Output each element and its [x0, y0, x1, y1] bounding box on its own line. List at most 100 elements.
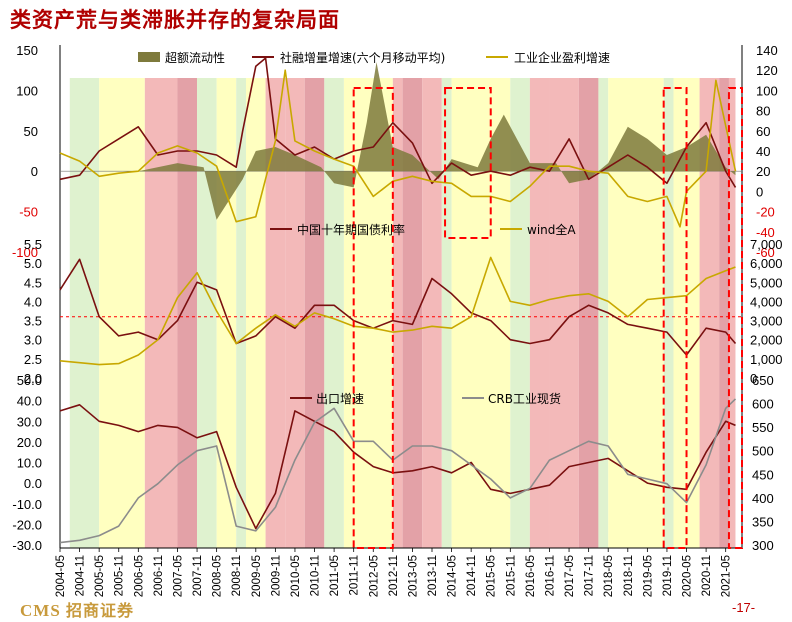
- x-tick-label: 2008-11: [231, 555, 243, 596]
- y-tick-label: 150: [16, 43, 38, 58]
- x-tick-label: 2016-05: [525, 555, 537, 597]
- y-tick-label: 50.0: [17, 373, 42, 388]
- y-tick-label: 80: [756, 104, 770, 119]
- series-export-growth: [59, 403, 736, 530]
- x-tick-label: 2013-05: [407, 555, 419, 597]
- bg-band: [598, 78, 609, 548]
- x-tick-label: 2019-05: [642, 555, 654, 597]
- bg-band: [441, 78, 452, 548]
- x-tick-label: 2016-11: [544, 555, 556, 596]
- x-tick-label: 2015-05: [486, 555, 498, 597]
- x-tick-label: 2006-05: [133, 555, 145, 597]
- x-tick-label: 2007-11: [192, 555, 204, 596]
- y-tick-label: 100: [756, 83, 778, 98]
- legend-label: 出口增速: [316, 392, 364, 406]
- y-tick-label: 1,000: [750, 352, 783, 367]
- y-tick-label: 5,000: [750, 275, 783, 290]
- bg-band: [197, 78, 217, 548]
- bg-band: [246, 78, 266, 548]
- y-tick-label: -10.0: [12, 497, 42, 512]
- x-tick-label: 2012-11: [388, 555, 400, 596]
- bg-band: [392, 78, 403, 548]
- legend-label: 超额流动性: [165, 50, 225, 65]
- y-tick-label: 0: [756, 184, 763, 199]
- y-tick-label: 3.0: [24, 333, 42, 348]
- x-tick-label: 2020-05: [682, 555, 694, 597]
- page-number: -17-: [732, 600, 756, 615]
- x-tick-label: 2005-05: [94, 555, 106, 597]
- legend-label: 中国十年期国债利率: [297, 222, 405, 237]
- y-tick-label: 7,000: [750, 237, 783, 252]
- y-tick-label: 5.0: [24, 256, 42, 271]
- x-tick-label: 2005-11: [114, 555, 126, 596]
- x-tick-label: 2011-05: [329, 555, 341, 596]
- y-tick-label: 0.0: [24, 476, 42, 491]
- y-tick-label: 6,000: [750, 256, 783, 271]
- bg-band: [699, 78, 720, 548]
- y-tick-label: 550: [752, 420, 774, 435]
- bg-band: [529, 78, 550, 548]
- highlight-box: [352, 87, 394, 549]
- y-tick-label: 50: [24, 124, 38, 139]
- company-logo: CMS 招商证券: [20, 597, 134, 621]
- x-tick-label: 2008-05: [212, 555, 224, 597]
- highlight-box: [662, 87, 688, 549]
- y-tick-label: 2,000: [750, 333, 783, 348]
- bg-band: [69, 78, 100, 548]
- y-tick-label: -20: [756, 205, 775, 220]
- y-tick-label: -40: [756, 225, 775, 240]
- x-tick-label: 2006-11: [153, 555, 165, 596]
- y-tick-label: 3,000: [750, 314, 783, 329]
- y-tick-label: 4,000: [750, 294, 783, 309]
- y-tick-label: 20.0: [17, 435, 42, 450]
- series-industrial-profit: [59, 69, 737, 228]
- x-tick-label: 2014-11: [466, 555, 478, 596]
- y-tick-label: -100: [12, 245, 38, 260]
- y-tick-label: 60: [756, 124, 770, 139]
- series-crb: [59, 398, 737, 544]
- y-tick-label: 120: [756, 63, 778, 78]
- x-tick-label: 2011-11: [349, 555, 361, 596]
- y-tick-label: 100: [16, 83, 38, 98]
- x-tick-label: 2010-11: [310, 555, 322, 596]
- bg-band: [719, 78, 729, 548]
- y-tick-label: 300: [752, 538, 774, 553]
- bg-band: [663, 78, 674, 548]
- logo-cn: 招商证券: [66, 601, 135, 620]
- x-tick-label: 2021-05: [721, 555, 733, 597]
- y-tick-label: 5.5: [24, 237, 42, 252]
- logo-en: CMS: [20, 601, 61, 620]
- y-tick-label: 30.0: [17, 414, 42, 429]
- x-tick-label: 2012-05: [368, 555, 380, 597]
- x-tick-label: 2009-11: [270, 555, 282, 596]
- x-tick-label: 2015-11: [505, 555, 517, 596]
- x-tick-label: 2017-05: [564, 555, 576, 597]
- series-excess-liquidity: [60, 62, 736, 220]
- y-tick-label: 0: [750, 371, 757, 386]
- legend-label: 社融增量增速(六个月移动平均): [280, 50, 445, 65]
- x-tick-label: 2004-11: [75, 555, 87, 596]
- x-tick-label: 2014-05: [447, 555, 459, 597]
- x-tick-label: 2018-11: [623, 555, 635, 596]
- y-tick-label: 3.5: [24, 314, 42, 329]
- y-tick-label: -60: [756, 245, 775, 260]
- x-tick-label: 2007-05: [172, 555, 184, 597]
- y-tick-label: 40: [756, 144, 770, 159]
- legend-label: wind全A: [527, 222, 576, 237]
- bg-band: [177, 78, 198, 548]
- y-tick-label: -30.0: [12, 538, 42, 553]
- x-tick-label: 2017-11: [584, 555, 596, 596]
- y-tick-label: 20: [756, 164, 770, 179]
- x-tick-label: 2019-11: [662, 555, 674, 596]
- legend-label: 工业企业盈利增速: [514, 50, 610, 65]
- bg-band: [236, 78, 246, 548]
- y-tick-label: 2.0: [24, 371, 42, 386]
- bg-band: [578, 78, 599, 548]
- y-tick-label: 400: [752, 491, 774, 506]
- x-tick-label: 2013-11: [427, 555, 439, 596]
- y-tick-label: -20.0: [12, 517, 42, 532]
- y-tick-label: 0: [31, 164, 38, 179]
- bg-band: [402, 78, 423, 548]
- x-tick-label: 2010-05: [290, 555, 302, 597]
